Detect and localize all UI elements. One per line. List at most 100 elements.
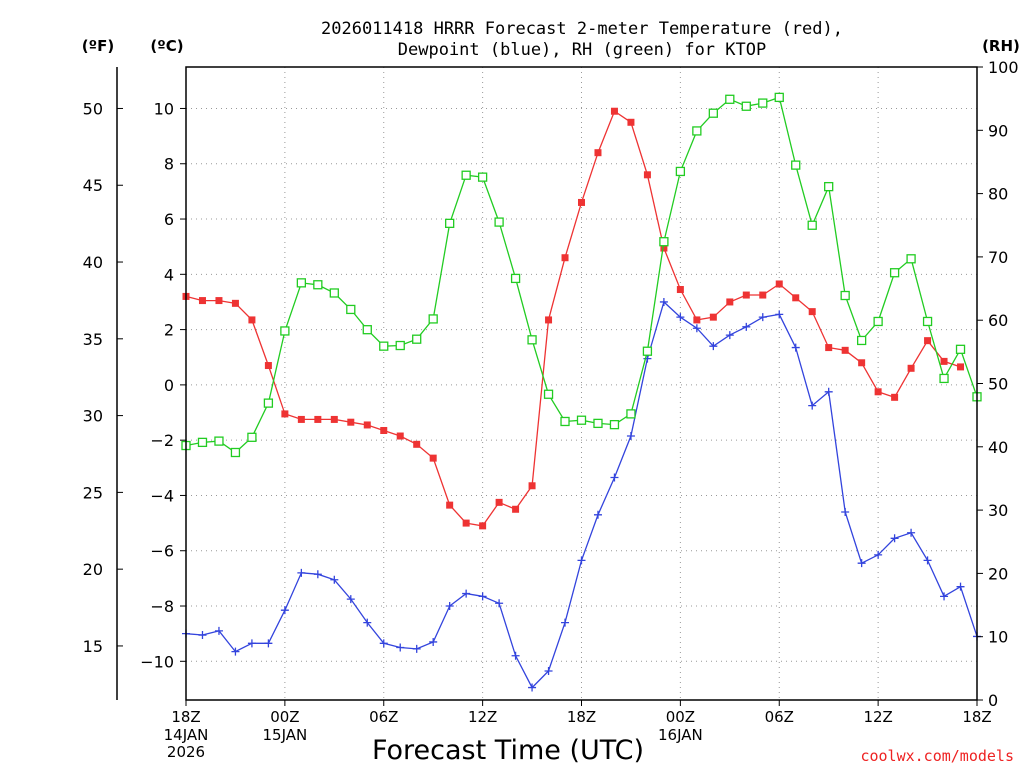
rh-point xyxy=(395,340,405,351)
dewpoint-point xyxy=(297,568,306,577)
y-tick-label-fahrenheit: 50 xyxy=(83,99,103,118)
temperature-point xyxy=(775,280,783,288)
rh-point xyxy=(362,325,372,335)
temperature-point xyxy=(528,482,536,490)
rh-point xyxy=(824,181,834,192)
dewpoint-point xyxy=(511,651,520,660)
rh-point xyxy=(230,447,241,458)
y-tick-label-rh: 20 xyxy=(988,564,1008,583)
dewpoint-point xyxy=(214,626,223,635)
rh-point xyxy=(296,278,307,288)
dewpoint-point xyxy=(874,550,883,559)
temperature-point xyxy=(726,298,734,306)
temperature-point xyxy=(693,316,701,324)
rh-point xyxy=(313,280,323,290)
dewpoint-point xyxy=(923,556,932,565)
rh-point xyxy=(791,160,801,170)
y-tick-label-rh: 50 xyxy=(988,375,1008,394)
y-tick-label-fahrenheit: 40 xyxy=(83,253,103,272)
temperature-point xyxy=(363,421,371,429)
rh-point xyxy=(889,268,900,278)
dewpoint-point xyxy=(198,631,207,640)
dewpoint-point xyxy=(775,310,784,319)
x-tick-label: 00Z xyxy=(270,708,299,726)
y-tick-label-rh: 80 xyxy=(988,185,1008,204)
dewpoint-point xyxy=(346,595,355,604)
rh-point xyxy=(280,326,290,336)
dewpoint-point xyxy=(626,432,635,441)
dewpoint-point xyxy=(495,599,504,608)
temperature-point xyxy=(907,364,915,372)
y-tick-label-rh: 40 xyxy=(988,438,1008,457)
temperature-point xyxy=(643,171,651,179)
dewpoint-series xyxy=(182,297,981,692)
x-tick-label: 12Z xyxy=(468,708,497,726)
rh-point xyxy=(560,416,570,427)
temperature-point xyxy=(825,344,833,352)
rh-point xyxy=(510,273,521,284)
rh-point xyxy=(461,170,471,180)
temperature-point xyxy=(924,337,932,345)
y-tick-label-celsius: 8 xyxy=(164,155,174,174)
temperature-series xyxy=(182,107,965,530)
dewpoint-point xyxy=(264,639,273,648)
temperature-point xyxy=(841,346,849,354)
dewpoint-point xyxy=(593,510,602,519)
dewpoint-point xyxy=(561,618,570,627)
y-tick-label-celsius: 6 xyxy=(164,210,174,229)
right-unit-rh: (RH) xyxy=(982,37,1020,55)
y-tick-label-celsius: −10 xyxy=(140,652,174,671)
dewpoint-point xyxy=(841,508,850,517)
dewpoint-point xyxy=(643,354,652,363)
rh-point xyxy=(543,389,554,399)
rh-point xyxy=(214,436,224,446)
y-tick-label-fahrenheit: 30 xyxy=(83,407,103,426)
x-tick-label: 06Z xyxy=(765,708,794,726)
rh-point xyxy=(494,217,504,227)
temperature-point xyxy=(792,294,800,302)
y-tick-label-fahrenheit: 15 xyxy=(83,637,103,656)
dewpoint-point xyxy=(742,322,751,331)
dewpoint-point xyxy=(280,606,289,615)
rh-point xyxy=(626,409,636,419)
y-tick-label-celsius: 2 xyxy=(164,321,174,340)
temperature-point xyxy=(594,149,602,157)
x-tick-label: 06Z xyxy=(369,708,398,726)
dewpoint-point xyxy=(462,589,471,598)
dewpoint-point xyxy=(791,343,800,352)
rh-point xyxy=(708,108,718,118)
y-tick-label-celsius: −6 xyxy=(150,542,174,561)
y-tick-label-rh: 10 xyxy=(988,628,1008,647)
left-unit-fahrenheit: (ºF) xyxy=(82,37,114,55)
rh-point xyxy=(955,344,966,354)
y-tick-label-celsius: 0 xyxy=(164,376,174,395)
rh-point xyxy=(807,220,817,230)
dewpoint-point xyxy=(758,313,767,322)
rh-line xyxy=(185,96,978,454)
left-unit-celsius: (ºC) xyxy=(150,37,183,55)
rh-point xyxy=(906,254,916,264)
rh-point xyxy=(725,94,735,104)
dewpoint-point xyxy=(890,534,899,543)
temperature-point xyxy=(660,244,668,252)
temperature-point xyxy=(495,498,503,506)
rh-point xyxy=(329,288,339,298)
y-tick-label-rh: 60 xyxy=(988,311,1008,330)
dewpoint-point xyxy=(692,324,701,333)
rh-point xyxy=(197,437,208,448)
y-tick-label-celsius: 10 xyxy=(154,99,174,118)
temperature-point xyxy=(297,415,305,423)
dewpoint-point xyxy=(676,313,685,322)
temperature-point xyxy=(380,426,388,434)
dewpoint-point xyxy=(940,592,949,601)
dewpoint-point xyxy=(956,582,965,591)
rh-point xyxy=(609,419,620,430)
temperature-point xyxy=(512,505,520,513)
dewpoint-point xyxy=(313,570,322,579)
y-tick-label-celsius: 4 xyxy=(164,265,174,284)
rh-point xyxy=(922,316,933,327)
y-tick-label-fahrenheit: 45 xyxy=(83,176,103,195)
x-tick-label: 12Z xyxy=(863,708,892,726)
rh-point xyxy=(576,415,587,425)
temperature-point xyxy=(561,254,569,262)
